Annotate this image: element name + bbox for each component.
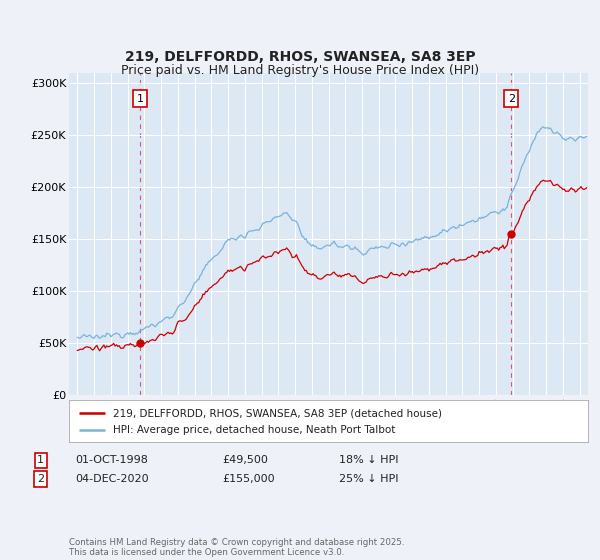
- Text: 1: 1: [37, 455, 44, 465]
- Text: HPI: Average price, detached house, Neath Port Talbot: HPI: Average price, detached house, Neat…: [113, 425, 395, 435]
- Text: Price paid vs. HM Land Registry's House Price Index (HPI): Price paid vs. HM Land Registry's House …: [121, 64, 479, 77]
- Text: 01-OCT-1998: 01-OCT-1998: [75, 455, 148, 465]
- Text: £49,500: £49,500: [222, 455, 268, 465]
- Text: 2: 2: [37, 474, 44, 484]
- Text: 18% ↓ HPI: 18% ↓ HPI: [339, 455, 398, 465]
- Text: Contains HM Land Registry data © Crown copyright and database right 2025.
This d: Contains HM Land Registry data © Crown c…: [69, 538, 404, 557]
- Text: 04-DEC-2020: 04-DEC-2020: [75, 474, 149, 484]
- Text: 1: 1: [137, 94, 143, 104]
- Text: £155,000: £155,000: [222, 474, 275, 484]
- Text: 25% ↓ HPI: 25% ↓ HPI: [339, 474, 398, 484]
- Text: 219, DELFFORDD, RHOS, SWANSEA, SA8 3EP (detached house): 219, DELFFORDD, RHOS, SWANSEA, SA8 3EP (…: [113, 408, 442, 418]
- Text: 219, DELFFORDD, RHOS, SWANSEA, SA8 3EP: 219, DELFFORDD, RHOS, SWANSEA, SA8 3EP: [125, 50, 475, 64]
- Text: 2: 2: [508, 94, 515, 104]
